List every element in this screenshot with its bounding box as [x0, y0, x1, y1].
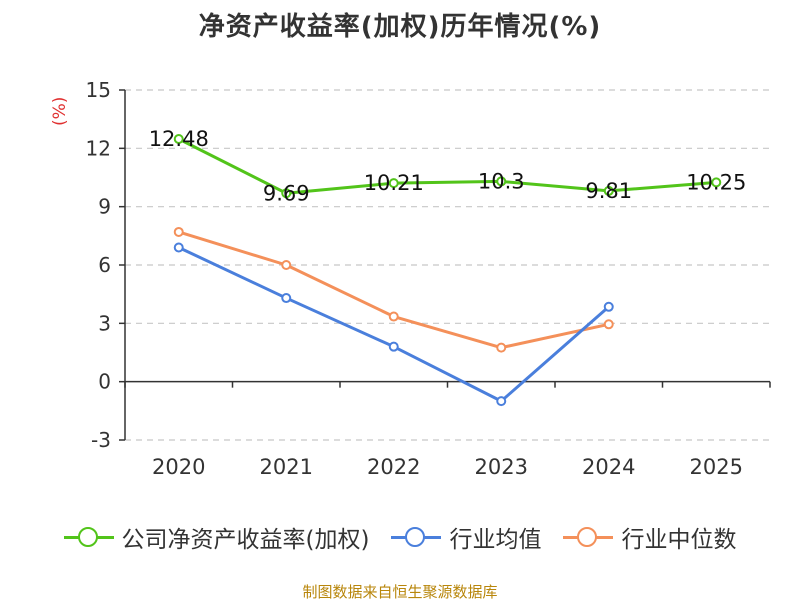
y-tick-label: 3	[98, 311, 111, 335]
x-tick-label: 2023	[475, 455, 528, 479]
data-point	[173, 134, 184, 144]
series-line	[178, 246, 610, 403]
data-label: 12.48	[149, 127, 209, 151]
data-point	[388, 178, 399, 189]
data-label: 9.69	[263, 181, 310, 205]
data-point	[173, 226, 184, 237]
data-point	[603, 301, 614, 312]
y-tick-label: 6	[98, 253, 111, 277]
data-point	[281, 188, 292, 199]
legend-marker	[77, 527, 98, 547]
legend-item[interactable]: 行业均值	[391, 520, 541, 554]
y-tick-label: 9	[98, 195, 111, 219]
chart-title: 净资产收益率(加权)历年情况(%)	[198, 12, 602, 42]
data-point	[496, 342, 507, 353]
series-line	[178, 137, 717, 195]
legend-label: 行业中位数	[621, 527, 737, 553]
series-line	[178, 230, 610, 350]
y-tick-label: 12	[86, 136, 111, 160]
y-tick-label: 15	[86, 78, 111, 102]
chart-legend: 公司净资产收益率(加权) 行业均值 行业中位数	[0, 520, 800, 554]
y-tick-label: 0	[98, 370, 111, 394]
x-tick-label: 2021	[260, 455, 313, 479]
legend-label: 行业均值	[449, 527, 542, 553]
data-point	[496, 176, 507, 187]
legend-item[interactable]: 行业中位数	[563, 520, 736, 554]
data-label: 10.21	[364, 171, 424, 195]
legend-swatch	[391, 527, 442, 547]
data-point	[173, 242, 184, 253]
data-point	[388, 341, 399, 352]
y-tick-label: -3	[91, 428, 111, 452]
legend-marker	[577, 527, 598, 547]
data-source-note: 制图数据来自恒生聚源数据库	[302, 583, 498, 601]
data-label: 10.25	[686, 170, 746, 194]
legend-item[interactable]: 公司净资产收益率(加权)	[63, 520, 370, 554]
data-point	[281, 293, 292, 304]
data-point	[281, 260, 292, 270]
data-point	[711, 177, 722, 188]
x-tick-label: 2024	[582, 455, 635, 479]
legend-swatch	[63, 527, 114, 547]
data-point	[603, 185, 614, 196]
x-tick-label: 2025	[690, 455, 743, 479]
data-point	[388, 311, 399, 322]
x-tick-label: 2022	[367, 455, 420, 479]
data-point	[496, 396, 507, 407]
x-tick-label: 2020	[152, 455, 205, 479]
data-point	[603, 319, 614, 330]
data-label: 9.81	[585, 179, 632, 203]
legend-marker	[405, 527, 426, 547]
legend-swatch	[563, 527, 614, 547]
legend-label: 公司净资产收益率(加权)	[121, 527, 370, 553]
data-label: 10.3	[478, 169, 525, 193]
